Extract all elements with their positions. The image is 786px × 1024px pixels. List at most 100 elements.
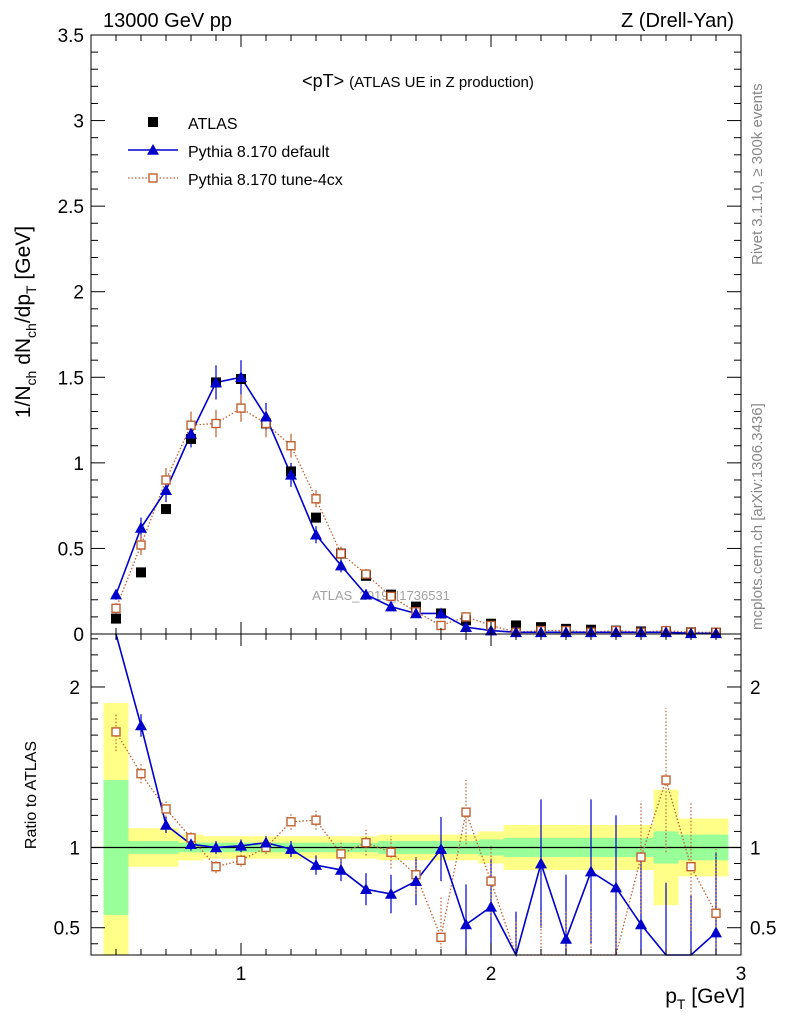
- x-tick-label: 3: [736, 964, 747, 985]
- ratio-point-default: [560, 932, 572, 944]
- point-default: [260, 410, 272, 422]
- ratio-point-tune-4cx: [111, 727, 121, 737]
- ratio-point-default: [710, 926, 722, 938]
- legend-marker-tune-4cx: [148, 173, 158, 183]
- legend-label-atlas: ATLAS: [188, 116, 238, 133]
- point-tune-4cx: [386, 591, 396, 602]
- ratio-point-default: [385, 888, 397, 899]
- point-tune-4cx: [336, 548, 346, 559]
- ratio-point-default: [435, 843, 447, 854]
- ratio-point-tune-4cx: [136, 768, 146, 779]
- point-atlas: [411, 601, 421, 612]
- main-title-main: <pT>: [302, 71, 344, 91]
- x-tick-label: 1: [236, 964, 247, 985]
- point-tune-4cx: [361, 569, 371, 579]
- y-tick-label-right: 1: [750, 838, 761, 859]
- ratio-point-default: [160, 818, 172, 830]
- y-tick-label: 2: [73, 283, 84, 304]
- point-tune-4cx: [461, 612, 471, 622]
- legend-marker-atlas: [148, 117, 158, 127]
- main-title: <pT> (ATLAS UE in Z production): [302, 71, 534, 91]
- point-default: [435, 607, 447, 619]
- y-tick-label: 2.5: [58, 197, 84, 218]
- y-tick-label-right: 0.5: [750, 919, 776, 940]
- ratio-point-default: [185, 838, 197, 850]
- ratio-point-tune-4cx: [161, 804, 171, 814]
- point-atlas: [136, 567, 146, 578]
- ratio-point-default: [210, 841, 222, 853]
- ratio-point-default: [235, 839, 247, 851]
- y-tick-label: 1: [73, 454, 84, 475]
- ratio-point-tune-4cx: [636, 852, 646, 862]
- point-tune-4cx: [211, 418, 221, 429]
- ratio-point-tune-4cx: [236, 855, 246, 866]
- ratio-point-tune-4cx: [211, 862, 221, 872]
- point-default: [110, 588, 122, 600]
- y-tick-label: 3.5: [58, 26, 84, 47]
- ratio-point-tune-4cx: [311, 815, 321, 825]
- ratio-point-default: [135, 719, 147, 731]
- header-left: 13000 GeV pp: [103, 10, 232, 32]
- y-tick-label: 0.5: [54, 919, 80, 940]
- ratio-point-tune-4cx: [436, 932, 446, 943]
- ratio-point-default: [535, 857, 547, 869]
- y-tick-label: 1.5: [58, 368, 84, 389]
- ratio-point-tune-4cx: [686, 862, 696, 872]
- legend-label-tune-4cx: Pythia 8.170 tune-4cx: [188, 172, 343, 189]
- point-default: [410, 607, 422, 619]
- y-tick-label: 3: [73, 112, 84, 133]
- ratio-point-default: [410, 875, 422, 886]
- ratio-panel: 1 2 3 0.5 0.5 1 1 2 2 Ratio to ATLAS pT [GeV]: [23, 633, 776, 1012]
- point-default: [135, 521, 147, 533]
- x-axis-label: pT [GeV]: [665, 985, 745, 1012]
- point-atlas: [161, 504, 171, 515]
- point-default: [360, 588, 372, 600]
- point-tune-4cx: [286, 441, 296, 451]
- main-panel: ATLAS_2019_I1736531 0 0.5 1 1.5 2 2.5 3 3.5 <pT…: [12, 26, 742, 646]
- point-atlas: [186, 433, 196, 444]
- point-atlas: [511, 620, 521, 631]
- ratio-point-tune-4cx: [486, 876, 496, 886]
- ratio-point-default: [460, 918, 472, 930]
- ratio-point-default: [360, 883, 372, 894]
- point-atlas: [111, 613, 121, 624]
- point-default: [335, 559, 347, 571]
- ratio-point-tune-4cx: [286, 817, 296, 827]
- ratio-y-label: Ratio to ATLAS: [23, 741, 40, 849]
- point-tune-4cx: [111, 603, 121, 614]
- ratio-point-default: [635, 918, 647, 930]
- ratio-point-tune-4cx: [461, 807, 471, 817]
- side-label-rivet: Rivet 3.1.10, ≥ 300k events: [749, 83, 766, 265]
- main-title-sub: (ATLAS UE in Z production): [349, 74, 534, 91]
- ratio-point-tune-4cx: [711, 908, 721, 918]
- ratio-point-default: [310, 859, 322, 870]
- point-default: [235, 371, 247, 383]
- watermark-label: ATLAS_2019_I1736531: [312, 588, 450, 603]
- point-default: [385, 600, 397, 612]
- point-tune-4cx: [311, 494, 321, 504]
- point-tune-4cx: [236, 403, 246, 413]
- y-tick-label-right: 2: [750, 678, 761, 699]
- legend: ATLAS Pythia 8.170 default Pythia 8.170 tu…: [128, 116, 343, 189]
- side-label-mcplots: mcplots.cern.ch [arXiv:1306.3436]: [749, 403, 766, 630]
- point-default: [210, 376, 222, 388]
- point-atlas: [311, 512, 321, 523]
- point-tune-4cx: [136, 540, 146, 550]
- ratio-point-tune-4cx: [361, 837, 371, 848]
- point-default: [460, 621, 472, 632]
- x-tick-label: 2: [486, 964, 497, 985]
- point-default: [160, 484, 172, 496]
- ratio-line-default: [115, 633, 717, 958]
- y-tick-label: 1: [69, 838, 80, 859]
- ratio-point-default: [260, 836, 272, 848]
- point-default: [285, 468, 297, 480]
- y-tick-label: 2: [69, 678, 80, 699]
- legend-marker-default: [147, 144, 159, 155]
- y-tick-label: 0: [73, 625, 84, 646]
- ratio-point-default: [285, 843, 297, 854]
- point-tune-4cx: [161, 475, 171, 485]
- main-y-label: 1/Nch dNch/dpT [GeV]: [12, 226, 39, 418]
- ratio-point-default: [610, 881, 622, 893]
- legend-label-default: Pythia 8.170 default: [188, 144, 330, 161]
